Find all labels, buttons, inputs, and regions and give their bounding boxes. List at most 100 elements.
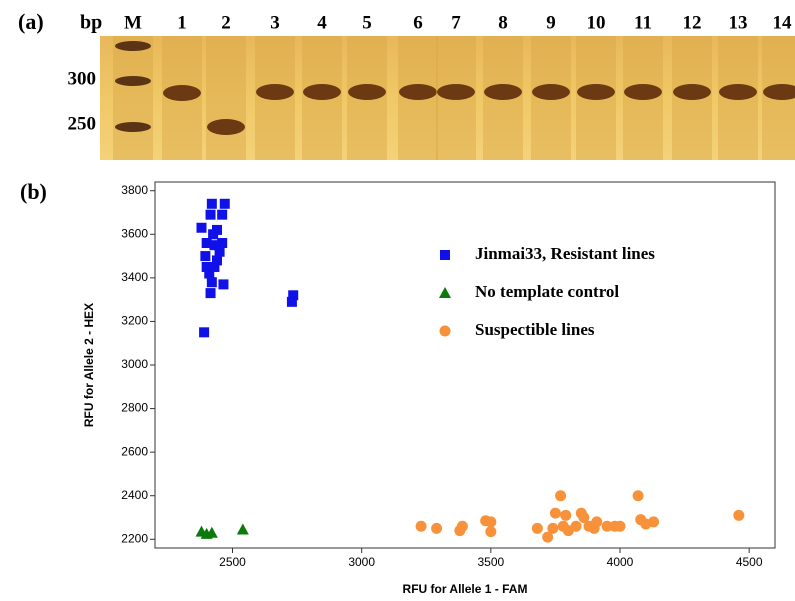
y-tick-label: 3600 [121, 226, 148, 240]
point [531, 522, 543, 534]
x-tick-label: 4500 [736, 555, 763, 569]
lane-label: 14 [773, 12, 793, 33]
point [209, 240, 220, 251]
lane-label: 11 [634, 12, 652, 33]
point [205, 526, 218, 538]
band [163, 85, 201, 101]
size-label: 250 [68, 113, 97, 134]
y-tick-label: 2600 [121, 444, 148, 458]
point [733, 509, 745, 521]
lane-label: 5 [362, 12, 372, 33]
band [763, 84, 795, 100]
point [614, 520, 626, 532]
point [485, 516, 497, 528]
band [577, 84, 615, 100]
point [201, 238, 212, 248]
point [632, 490, 644, 502]
x-tick-label: 3000 [348, 555, 375, 569]
x-tick-label: 2500 [219, 555, 246, 569]
band [624, 84, 662, 100]
band [673, 84, 711, 100]
point [560, 509, 572, 521]
point [199, 327, 210, 338]
size-label: 300 [68, 68, 97, 89]
band [484, 84, 522, 100]
lane-label: 4 [317, 12, 327, 33]
size-header: bp [80, 12, 102, 34]
ladder-band [115, 76, 151, 86]
x-tick-label: 3500 [477, 555, 504, 569]
legend-label: Jinmai33, Resistant lines [475, 244, 655, 263]
lane-label: 10 [587, 12, 606, 33]
gel-panel [113, 36, 795, 160]
point [217, 209, 228, 220]
lane-label: 9 [546, 12, 556, 33]
point [601, 520, 613, 532]
lane-label: 13 [729, 12, 748, 33]
point [286, 296, 297, 307]
lane-label: 12 [683, 12, 702, 33]
lane-label: M [124, 12, 142, 33]
x-tick-label: 4000 [607, 555, 634, 569]
y-tick-label: 2400 [121, 488, 148, 502]
point [578, 512, 590, 523]
plot-area: 2500 3000 3500 4000 4500 2200 2400 2600 2800 3000… [121, 183, 763, 569]
point [212, 224, 222, 235]
gel-lane [113, 36, 153, 160]
lane-label: 7 [451, 12, 461, 33]
y-tick-label: 2200 [121, 531, 148, 545]
point [212, 255, 222, 266]
point [236, 523, 249, 535]
point [431, 522, 443, 534]
lane-label: 6 [413, 12, 423, 33]
point [217, 238, 228, 248]
x-axis-label: RFU for Allele 1 - FAM [403, 582, 528, 596]
lane-label: 1 [177, 12, 187, 33]
point [547, 522, 559, 534]
y-tick-label: 3000 [121, 357, 148, 371]
point [196, 222, 207, 233]
point [214, 246, 225, 257]
legend-label: Suspectible lines [475, 320, 595, 339]
y-tick-label: 3800 [121, 183, 148, 197]
y-tick-label: 2800 [121, 401, 148, 415]
band [256, 84, 294, 100]
point [591, 516, 603, 528]
point [206, 277, 217, 288]
point [201, 261, 212, 272]
point [415, 520, 427, 532]
point [219, 198, 230, 209]
point [555, 490, 567, 502]
band [348, 84, 386, 100]
point [485, 526, 497, 538]
point [288, 290, 299, 301]
point [570, 520, 582, 532]
panel-label: (b) [20, 179, 47, 204]
legend-marker [439, 325, 451, 337]
ladder-band [115, 122, 151, 132]
point [206, 198, 217, 209]
y-axis-label: RFU for Allele 2 - HEX [82, 303, 96, 427]
band [399, 84, 437, 100]
point [204, 268, 215, 279]
lane-label: 8 [498, 12, 508, 33]
ladder-band [115, 41, 151, 51]
lane-label: 3 [270, 12, 280, 33]
gel-lane [206, 36, 246, 160]
panel-label: (a) [18, 9, 44, 34]
band [532, 84, 570, 100]
plot-frame [154, 181, 776, 549]
point [648, 516, 660, 528]
band [207, 119, 245, 135]
legend-marker [439, 287, 451, 298]
point [542, 531, 554, 543]
point [218, 279, 229, 290]
y-tick-label: 3400 [121, 270, 148, 284]
point [205, 288, 216, 299]
lane-label: 2 [221, 12, 231, 33]
legend-marker [440, 250, 450, 260]
band [719, 84, 757, 100]
legend-label: No template control [475, 282, 619, 301]
point [456, 520, 468, 532]
